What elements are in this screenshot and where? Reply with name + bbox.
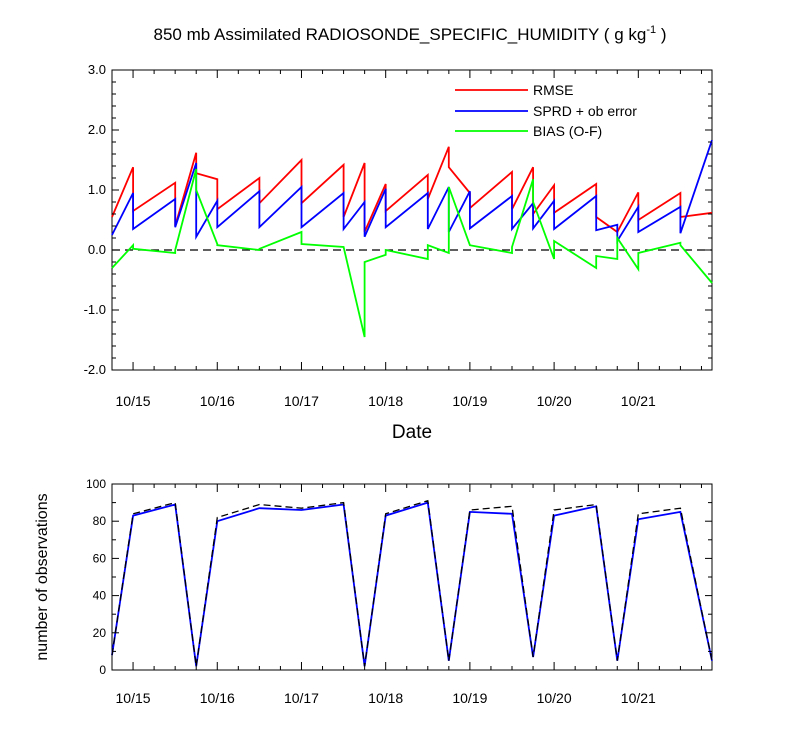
top-plot-frame — [111, 69, 713, 371]
x-tick-label: 10/21 — [621, 393, 656, 409]
y-tick-label: 60 — [93, 551, 107, 565]
series-sprd-line — [111, 139, 713, 245]
legend-rmse-label: RMSE — [533, 82, 573, 98]
bottom-y-axis-label: number of observations — [34, 493, 51, 660]
y-tick-label: -1.0 — [84, 302, 106, 317]
legend: RMSE SPRD + ob error BIAS (O-F) — [455, 82, 637, 139]
bottom-plot-frame — [111, 483, 713, 671]
top-axis-ticks: -2.0 -1.0 0.0 1.0 2.0 3.0 10/15 10/16 10/17 10/18… — [84, 62, 712, 409]
x-tick-label: 10/16 — [200, 690, 235, 706]
top-x-axis-label: Date — [392, 422, 432, 443]
x-tick-label: 10/20 — [537, 393, 572, 409]
chart-title: 850 mb Assimilated RADIOSONDE_SPECIFIC_H… — [154, 24, 667, 44]
x-tick-label: 10/21 — [621, 690, 656, 706]
x-tick-label: 10/20 — [537, 690, 572, 706]
series-assimilated-line — [111, 501, 713, 667]
x-tick-label: 10/16 — [200, 393, 235, 409]
y-tick-label: 20 — [93, 626, 107, 640]
x-tick-label: 10/19 — [452, 690, 487, 706]
y-tick-label: 0.0 — [88, 242, 106, 257]
x-tick-label: 10/18 — [368, 690, 403, 706]
y-tick-label: 3.0 — [88, 62, 106, 77]
y-tick-label: -2.0 — [84, 362, 106, 377]
bottom-axis-ticks: 0 20 40 60 80 100 10/15 10/16 10/17 10/18 10/19 10/… — [86, 477, 712, 706]
legend-sprd-label: SPRD + ob error — [533, 103, 637, 119]
x-tick-label: 10/18 — [368, 393, 403, 409]
x-tick-label: 10/17 — [284, 690, 319, 706]
y-tick-label: 1.0 — [88, 182, 106, 197]
title-superscript: -1 — [646, 24, 656, 36]
x-tick-label: 10/19 — [452, 393, 487, 409]
y-tick-label: 80 — [93, 514, 107, 528]
legend-bias-label: BIAS (O-F) — [533, 123, 602, 139]
y-tick-label: 40 — [93, 589, 107, 603]
series-rmse-line — [111, 146, 713, 234]
y-tick-label: 0 — [99, 663, 106, 677]
y-tick-label: 2.0 — [88, 122, 106, 137]
bottom-series — [111, 499, 713, 667]
x-tick-label: 10/15 — [116, 393, 151, 409]
series-possible-line — [111, 499, 713, 667]
x-tick-label: 10/17 — [284, 393, 319, 409]
x-tick-label: 10/15 — [116, 690, 151, 706]
top-series — [111, 139, 713, 338]
y-tick-label: 100 — [86, 477, 106, 491]
series-bias-line — [111, 168, 713, 338]
